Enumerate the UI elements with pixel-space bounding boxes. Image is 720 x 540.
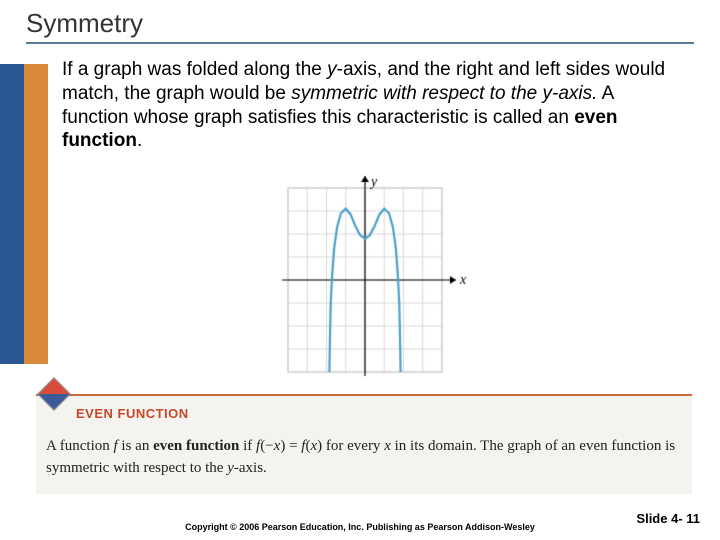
sidebar-blue <box>0 64 24 364</box>
t: even function <box>153 438 239 454</box>
text: If a graph was folded along the <box>62 59 327 80</box>
t: x <box>384 438 391 454</box>
text: . <box>137 130 142 151</box>
slide-number: Slide 4- 11 <box>636 511 700 526</box>
title-underline <box>26 42 694 44</box>
sidebar-orange <box>24 64 48 364</box>
page-title: Symmetry <box>26 8 143 39</box>
t: is an <box>118 438 153 454</box>
t: A function <box>46 438 114 454</box>
text-italic: symmetric with respect to the y-axis. <box>291 83 597 104</box>
copyright-text: Copyright © 2006 Pearson Education, Inc.… <box>0 522 720 532</box>
text-italic: y <box>327 59 337 80</box>
t: y <box>227 460 234 476</box>
definition-label: EVEN FUNCTION <box>76 406 189 421</box>
t: (− <box>260 438 273 454</box>
t: if <box>239 438 256 454</box>
definition-text: A function f is an even function if f(−x… <box>46 436 682 480</box>
body-paragraph: If a graph was folded along the y-axis, … <box>62 58 674 153</box>
chart-canvas <box>258 172 476 378</box>
t: -axis. <box>234 460 267 476</box>
t: ) for every <box>317 438 384 454</box>
symmetry-chart <box>258 172 476 378</box>
t: ) = <box>280 438 301 454</box>
